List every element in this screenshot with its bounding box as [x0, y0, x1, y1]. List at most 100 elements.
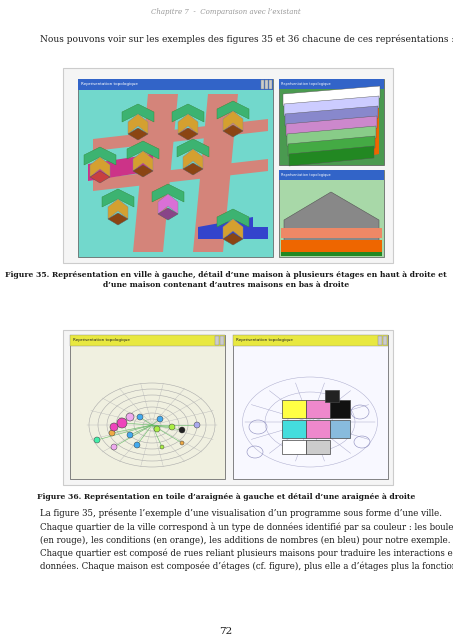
Bar — [63, 68, 393, 263]
Bar — [279, 170, 384, 180]
Text: 72: 72 — [219, 627, 233, 637]
Circle shape — [127, 432, 133, 438]
Bar — [279, 79, 384, 89]
Bar — [330, 420, 350, 438]
Bar — [281, 228, 382, 238]
Bar — [330, 400, 350, 418]
Polygon shape — [127, 141, 159, 159]
Bar — [215, 336, 219, 345]
Text: Représentation topologique: Représentation topologique — [73, 339, 130, 342]
Circle shape — [179, 427, 185, 433]
Bar — [306, 420, 330, 438]
Polygon shape — [286, 116, 377, 136]
Polygon shape — [90, 157, 110, 177]
Polygon shape — [88, 154, 153, 181]
Circle shape — [137, 414, 143, 420]
Polygon shape — [284, 96, 379, 116]
Bar — [281, 252, 382, 256]
Polygon shape — [193, 94, 238, 252]
Polygon shape — [223, 125, 243, 137]
Bar — [306, 400, 330, 418]
Circle shape — [126, 413, 134, 421]
Circle shape — [180, 441, 184, 445]
Bar — [383, 336, 387, 345]
Polygon shape — [133, 165, 153, 177]
Polygon shape — [128, 128, 148, 140]
Text: La figure 35, présente l’exemple d’une visualisation d’un programme sous forme d: La figure 35, présente l’exemple d’une v… — [40, 509, 453, 572]
Polygon shape — [152, 184, 184, 202]
Polygon shape — [223, 111, 243, 131]
Text: Nous pouvons voir sur les exemples des figures 35 et 36 chacune de ces représent: Nous pouvons voir sur les exemples des f… — [40, 35, 453, 45]
Bar — [325, 390, 339, 402]
Polygon shape — [198, 217, 268, 239]
Circle shape — [109, 430, 115, 436]
Bar — [220, 336, 224, 345]
Bar — [78, 79, 273, 257]
Polygon shape — [285, 106, 378, 126]
Text: Représentation topologique: Représentation topologique — [281, 173, 331, 177]
Bar — [282, 420, 306, 438]
Text: Figure 36. Représentation en toile d’araignée à gauche et détail d’une araignée : Figure 36. Représentation en toile d’ara… — [37, 493, 415, 501]
Bar — [279, 79, 384, 165]
Polygon shape — [178, 114, 198, 134]
Bar — [269, 80, 272, 89]
Circle shape — [94, 437, 100, 443]
Polygon shape — [133, 151, 153, 171]
Polygon shape — [287, 126, 376, 146]
Circle shape — [157, 416, 163, 422]
Circle shape — [110, 423, 118, 431]
Polygon shape — [178, 128, 198, 140]
Bar — [282, 400, 306, 418]
Bar — [70, 335, 225, 346]
Polygon shape — [84, 147, 116, 165]
Polygon shape — [288, 136, 375, 156]
Polygon shape — [158, 194, 178, 214]
Polygon shape — [172, 104, 204, 122]
Polygon shape — [177, 139, 209, 157]
Circle shape — [117, 418, 127, 428]
Text: Figure 35. Représentation en ville à gauche, détail d’une maison à plusieurs éta: Figure 35. Représentation en ville à gau… — [5, 271, 447, 289]
Circle shape — [154, 426, 160, 432]
Polygon shape — [93, 159, 268, 191]
Circle shape — [134, 442, 140, 448]
Text: Chapitre 7  -  Comparaison avec l’existant: Chapitre 7 - Comparaison avec l’existant — [151, 8, 301, 16]
Circle shape — [194, 422, 200, 428]
Bar — [70, 335, 225, 479]
Polygon shape — [183, 163, 203, 175]
Polygon shape — [128, 114, 148, 134]
Bar — [233, 335, 388, 346]
Text: Représentation topologique: Représentation topologique — [81, 83, 138, 86]
Circle shape — [160, 445, 164, 449]
Bar — [233, 335, 388, 479]
Bar — [78, 79, 273, 90]
Polygon shape — [133, 94, 178, 252]
Bar — [63, 330, 393, 485]
Bar — [281, 240, 382, 252]
Polygon shape — [90, 171, 110, 183]
Circle shape — [118, 419, 126, 427]
Polygon shape — [284, 192, 379, 250]
Bar — [261, 80, 264, 89]
Text: Représentation topologique: Représentation topologique — [236, 339, 293, 342]
Polygon shape — [183, 149, 203, 169]
Bar — [279, 170, 384, 257]
Polygon shape — [108, 199, 128, 219]
Polygon shape — [93, 119, 268, 151]
Polygon shape — [217, 101, 249, 119]
Polygon shape — [223, 233, 243, 245]
Bar — [265, 80, 268, 89]
Polygon shape — [122, 104, 154, 122]
Polygon shape — [223, 219, 243, 239]
Text: Représentation topologique: Représentation topologique — [281, 82, 331, 86]
Bar — [306, 440, 330, 454]
Polygon shape — [217, 209, 249, 227]
Polygon shape — [364, 91, 379, 157]
Bar — [378, 336, 382, 345]
Polygon shape — [158, 208, 178, 220]
Polygon shape — [289, 146, 374, 166]
Polygon shape — [108, 213, 128, 225]
Bar — [282, 440, 306, 454]
Polygon shape — [102, 189, 134, 207]
Circle shape — [111, 444, 117, 450]
Polygon shape — [283, 86, 380, 106]
